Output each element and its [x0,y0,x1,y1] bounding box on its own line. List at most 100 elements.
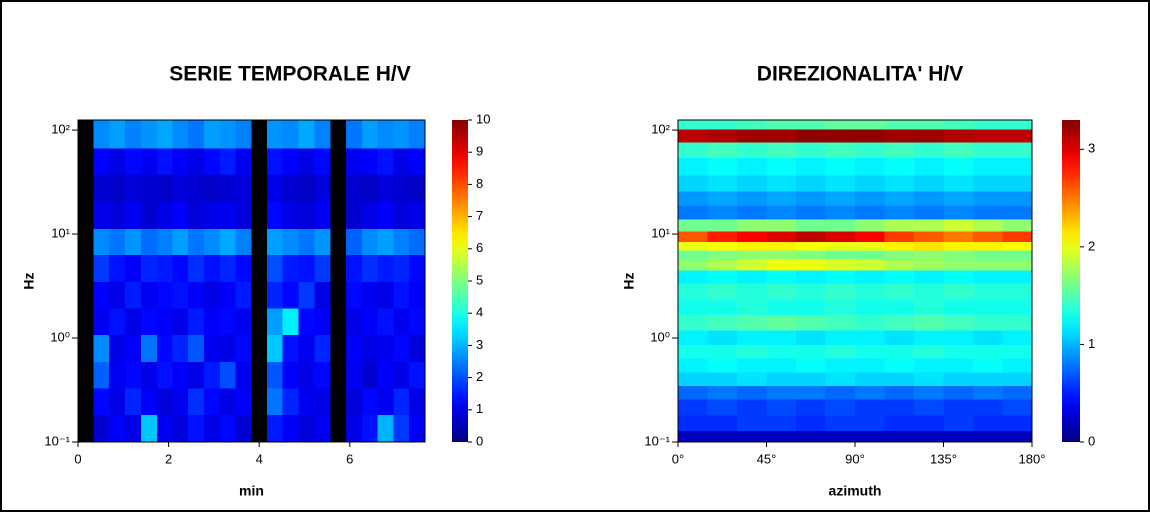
x-axis-label: azimuth [829,483,882,499]
colorbar [1062,120,1080,442]
masked-window [330,254,347,282]
heatmap-cell [677,430,708,443]
heatmap-cell [707,230,738,242]
heatmap-cell [314,388,331,416]
heatmap-cell [972,141,1003,159]
heatmap-cell [825,205,856,220]
heatmap-cell [314,307,331,335]
heatmap-cell [409,334,426,362]
heatmap-cell [282,147,300,175]
heatmap-cell [795,385,826,400]
heatmap-cell [943,399,974,416]
y-tick-label: 10⁻¹ [644,433,670,448]
heatmap-cell [156,281,173,309]
heatmap-cell [125,361,142,389]
heatmap-cell [188,254,205,282]
colorbar-tick-label: 4 [476,305,483,320]
heatmap-cell [943,430,974,443]
heatmap-cell [913,259,944,271]
heatmap-cell [1002,205,1033,220]
heatmap-cell [1002,298,1033,316]
heatmap-cell [282,119,300,149]
heatmap-cell [156,119,173,149]
masked-window [251,228,268,255]
heatmap-cell [377,414,394,443]
heatmap-cell [203,281,221,309]
heatmap-cell [1002,330,1033,345]
heatmap-cell [346,254,363,282]
heatmap-cell [854,219,885,232]
heatmap-cell [109,334,126,362]
heatmap-cell [267,281,284,309]
heatmap-cell [707,399,738,416]
masked-window [330,388,347,415]
heatmap-cell [203,414,221,443]
masked-window [330,361,347,389]
heatmap-cell [109,281,126,309]
heatmap-cell [913,330,944,345]
heatmap-cell [235,334,252,362]
heatmap-cell [314,254,331,282]
colorbar-tick-label: 2 [1088,238,1095,253]
heatmap-cell [736,241,767,251]
heatmap-cell [219,414,237,443]
heatmap-cell [314,334,331,362]
heatmap-cell [707,344,738,359]
heatmap-cell [188,388,205,416]
heatmap-cell [125,254,142,282]
heatmap-cell [93,334,110,362]
heatmap-cell [795,430,826,443]
heatmap-cell [707,219,738,232]
heatmap-cell [854,385,885,400]
heatmap-cell [825,298,856,316]
heatmap-cell [282,201,300,229]
colorbar-tick-label: 0 [476,433,483,448]
heatmap-cell [125,119,142,149]
heatmap-cell [884,414,915,431]
heatmap-cell [361,201,378,229]
heatmap-cell [913,357,944,373]
heatmap-cell [361,361,378,389]
heatmap-cell [377,307,394,335]
masked-window [78,361,94,389]
heatmap-cell [825,250,856,260]
heatmap-cell [736,298,767,316]
heatmap-cell [707,385,738,400]
heatmap-cell [361,307,378,335]
heatmap-cell [736,205,767,220]
heatmap-cell [125,174,142,202]
heatmap-cell [282,388,300,416]
heatmap-cell [943,385,974,400]
heatmap-cell [825,270,856,284]
heatmap-cell [235,361,252,389]
colorbar-tick-label: 2 [476,369,483,384]
heatmap-cell [736,230,767,242]
heatmap-cell [677,250,708,260]
masked-window [78,174,94,202]
heatmap-cell [109,414,126,443]
masked-window [330,334,347,362]
heatmap-cell [884,357,915,373]
colorbar-tick-label: 8 [476,176,483,191]
heatmap-cell [854,241,885,251]
heatmap-cell [884,141,915,159]
heatmap-cell [156,307,173,335]
masked-window [251,361,268,389]
heatmap-cell [188,414,205,443]
heatmap-cell [854,283,885,300]
heatmap-cell [854,230,885,242]
heatmap-cell [736,371,767,387]
heatmap-cell [943,371,974,387]
heatmap-cell [172,281,189,309]
colorbar-tick-label: 1 [476,401,483,416]
heatmap-cell [913,414,944,431]
heatmap-cell [854,430,885,443]
heatmap-cell [736,191,767,206]
heatmap-cell [156,361,173,389]
heatmap-cell [393,334,410,362]
colorbar-tick-label: 7 [476,208,483,223]
heatmap-cell [795,399,826,416]
x-tick-label: 2 [165,451,172,466]
heatmap-cell [766,270,797,284]
